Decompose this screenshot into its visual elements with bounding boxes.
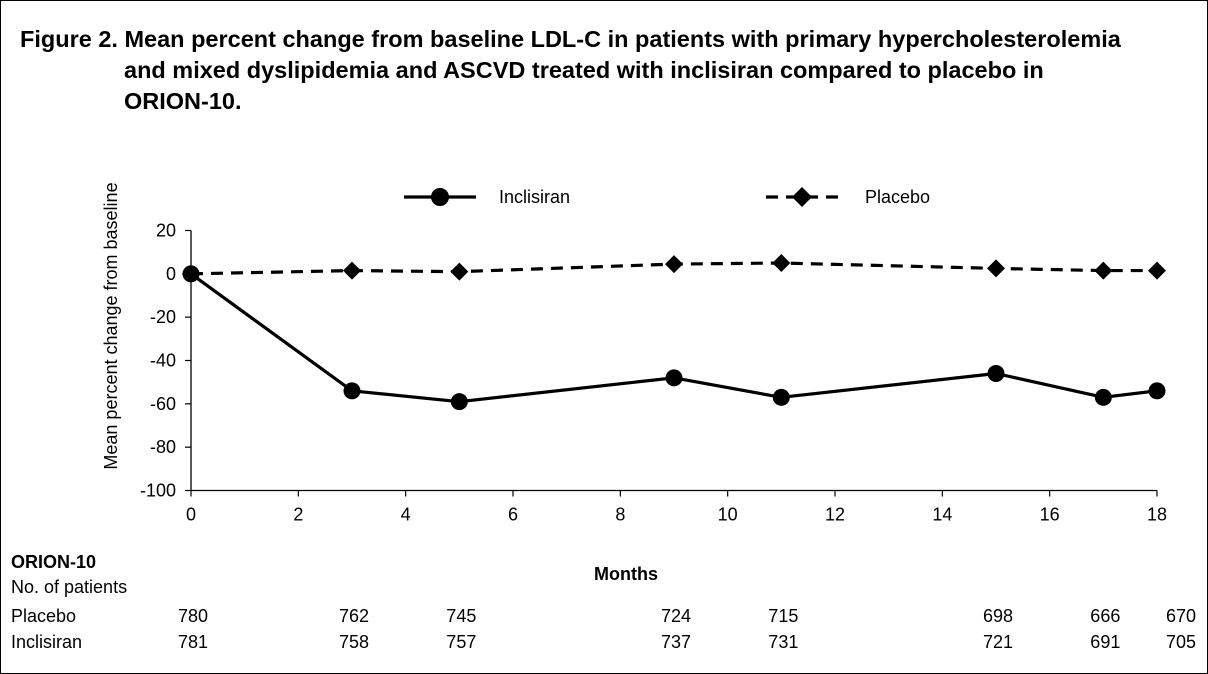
x-tick-label: 16 [1040,505,1060,525]
y-tick-label: 20 [156,221,176,241]
data-point-placebo [343,261,361,280]
table-count-inclisiran: 757 [446,632,477,652]
y-tick-label: -20 [150,307,176,327]
table-count-placebo: 670 [1165,606,1197,626]
figure-title-line-1: Figure 2. Mean percent change from basel… [20,26,1121,52]
x-tick-label: 4 [401,505,411,525]
table-count-inclisiran: 731 [768,632,799,652]
x-tick-label: 18 [1147,505,1167,525]
table-count-placebo: 724 [660,606,692,626]
table-count-inclisiran: 737 [660,632,692,652]
legend-label-inclisiran: Inclisiran [499,187,570,207]
series-line-inclisiran [190,272,1158,404]
table-count-placebo: 780 [177,606,209,626]
data-point-inclisiran [987,365,1005,382]
y-axis-label: Mean percent change from baseline [101,182,121,469]
table-trial-name: ORION-10 [11,552,97,572]
table-row-label-placebo: Placebo [11,606,77,626]
data-point-placebo [987,259,1005,278]
data-point-placebo [1094,261,1113,280]
data-point-inclisiran [772,388,790,406]
table-row-label-inclisiran: Inclisiran [11,632,83,652]
data-point-placebo [182,264,200,283]
table-count-inclisiran: 705 [1165,632,1197,652]
table-count-placebo: 666 [1090,606,1121,626]
x-tick-label: 2 [293,505,303,525]
legend-label-placebo: Placebo [865,187,930,207]
table-count-inclisiran: 691 [1090,632,1121,652]
table-subtitle: No. of patients [11,577,128,597]
table-count-inclisiran: 758 [338,632,370,652]
x-tick-label: 0 [186,505,196,525]
x-axis-label: Months [594,564,658,584]
data-point-inclisiran [665,369,683,387]
table-count-inclisiran: 721 [982,632,1014,652]
figure-title-line-2: and mixed dyslipidemia and ASCVD treated… [124,57,1044,83]
table-count-placebo: 715 [768,606,799,626]
table-count-placebo: 698 [982,606,1014,626]
legend-marker-inclisiran [431,188,449,206]
y-tick-label: 0 [166,264,176,284]
y-tick-label: -80 [150,437,176,457]
table-count-placebo: 762 [338,606,370,626]
x-tick-label: 12 [825,505,845,525]
data-point-placebo [772,254,791,272]
table-count-inclisiran: 781 [177,632,209,652]
data-point-placebo [450,262,469,281]
data-point-inclisiran [1148,382,1166,400]
x-tick-label: 10 [718,505,738,525]
x-tick-label: 8 [615,505,625,525]
legend-marker-placebo [792,187,812,207]
x-tick-label: 6 [508,505,518,525]
data-point-inclisiran [450,393,468,411]
data-point-placebo [665,255,683,274]
figure-title-line-3: ORION-10. [124,88,242,114]
y-tick-label: -60 [150,394,176,414]
y-tick-label: -40 [150,351,176,371]
x-tick-label: 14 [932,505,952,525]
table-count-placebo: 745 [446,606,477,626]
y-tick-label: -100 [140,481,176,501]
data-point-inclisiran [1094,388,1112,406]
data-point-placebo [1148,261,1166,280]
data-point-inclisiran [343,382,361,400]
